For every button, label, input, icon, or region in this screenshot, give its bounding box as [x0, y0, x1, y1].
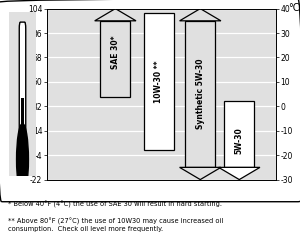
Polygon shape — [180, 167, 221, 180]
Text: 5W-30: 5W-30 — [235, 127, 244, 154]
Bar — [21, 97, 24, 141]
Bar — [144, 14, 174, 150]
Text: 10W-30 **: 10W-30 ** — [154, 61, 164, 103]
Polygon shape — [95, 9, 136, 21]
Polygon shape — [219, 167, 260, 180]
Text: ** Above 80°F (27°C) the use of 10W30 may cause increased oil
consumption.  Chec: ** Above 80°F (27°C) the use of 10W30 ma… — [8, 218, 223, 232]
Y-axis label: °C: °C — [289, 3, 300, 14]
Bar — [185, 21, 215, 167]
Bar — [224, 101, 254, 167]
Text: * Below 40°F (4°C) the use of SAE 30 will result in hard starting.: * Below 40°F (4°C) the use of SAE 30 wil… — [8, 200, 221, 208]
Y-axis label: °F: °F — [23, 0, 33, 3]
Text: Synthetic 5W-30: Synthetic 5W-30 — [196, 59, 205, 129]
Circle shape — [16, 123, 28, 196]
Text: SAE 30*: SAE 30* — [111, 36, 120, 69]
Bar — [100, 21, 130, 96]
Polygon shape — [180, 9, 221, 21]
FancyBboxPatch shape — [19, 22, 26, 146]
